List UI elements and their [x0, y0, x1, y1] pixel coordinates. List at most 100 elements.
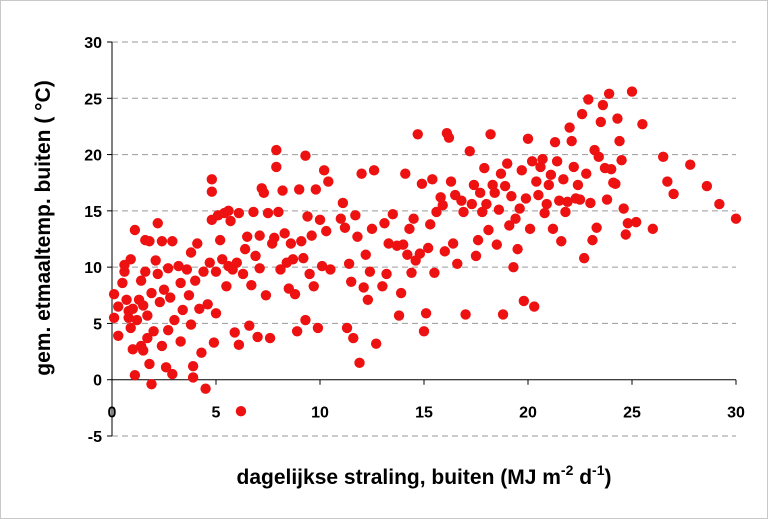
data-point: [264, 332, 276, 344]
data-point: [630, 216, 642, 228]
data-point: [491, 239, 502, 250]
data-point: [233, 339, 245, 351]
gridlines: [112, 41, 736, 437]
data-point: [341, 322, 353, 334]
data-point: [364, 266, 376, 277]
data-point: [366, 223, 378, 235]
data-point: [129, 370, 141, 381]
data-point: [308, 281, 319, 292]
data-point: [439, 246, 450, 257]
data-point: [287, 254, 299, 265]
data-point: [429, 267, 440, 278]
data-point: [323, 176, 334, 187]
data-point: [312, 322, 324, 334]
y-tick-label: 20: [84, 148, 102, 165]
data-point: [198, 266, 209, 277]
data-point: [560, 206, 571, 218]
data-point: [531, 176, 542, 187]
data-point: [566, 135, 577, 147]
data-point: [125, 322, 136, 334]
data-point: [533, 189, 544, 201]
data-point: [520, 193, 532, 204]
data-point: [298, 252, 309, 264]
data-point: [445, 176, 457, 187]
data-point: [554, 195, 565, 206]
data-point: [150, 255, 161, 266]
data-point: [325, 264, 336, 275]
data-point: [233, 207, 245, 219]
data-point: [499, 180, 511, 192]
data-point: [275, 264, 286, 275]
data-point: [152, 218, 163, 229]
x-tick-label: 10: [311, 405, 329, 422]
data-point: [144, 358, 155, 370]
data-point: [572, 179, 584, 191]
data-point: [138, 300, 149, 311]
data-point: [368, 165, 380, 176]
data-point: [185, 247, 197, 258]
data-point: [121, 294, 132, 305]
data-point: [466, 198, 478, 210]
data-point: [418, 326, 430, 337]
data-point: [431, 206, 442, 218]
data-point: [435, 192, 446, 203]
data-point: [300, 314, 311, 326]
data-point: [618, 203, 629, 214]
data-point: [612, 113, 623, 124]
data-point: [158, 284, 170, 295]
data-point: [210, 266, 222, 277]
data-point: [547, 223, 559, 235]
data-point: [414, 248, 426, 259]
data-point: [437, 200, 448, 211]
data-point: [647, 223, 658, 235]
data-point: [564, 122, 575, 133]
data-point: [148, 326, 159, 337]
data-point: [595, 116, 606, 128]
data-point: [543, 179, 554, 191]
data-point: [185, 319, 197, 330]
y-tick-label: -5: [88, 429, 102, 446]
data-point: [162, 324, 174, 336]
data-point: [714, 198, 725, 210]
data-point: [167, 236, 178, 247]
data-point: [614, 135, 625, 147]
data-point: [537, 153, 548, 165]
data-point: [289, 288, 301, 300]
data-point: [387, 209, 398, 220]
data-point: [302, 211, 313, 222]
data-point: [485, 129, 496, 140]
data-point: [508, 261, 519, 273]
data-point: [169, 314, 180, 326]
data-point: [146, 379, 157, 390]
data-point: [262, 207, 274, 219]
data-point: [310, 184, 322, 195]
data-point: [181, 264, 193, 275]
data-point: [526, 156, 538, 167]
data-point: [668, 188, 679, 200]
data-point: [350, 210, 361, 221]
data-point: [587, 234, 598, 246]
data-point: [597, 99, 609, 111]
data-point: [231, 257, 242, 268]
data-point: [416, 178, 428, 190]
data-point: [108, 288, 120, 300]
data-point: [402, 249, 413, 260]
data-point: [296, 236, 307, 247]
data-point: [477, 206, 488, 218]
data-point: [616, 155, 627, 166]
data-point: [535, 161, 546, 173]
data-point: [529, 301, 540, 312]
data-point: [210, 308, 222, 319]
data-point: [140, 266, 151, 277]
data-point: [383, 238, 394, 249]
data-point: [398, 239, 409, 250]
data-point: [271, 161, 282, 173]
data-point: [175, 336, 186, 347]
data-point: [603, 88, 615, 99]
data-point: [152, 268, 163, 280]
data-point: [524, 223, 536, 235]
x-tick-labels: 0 5 10 15 20 25 30: [108, 405, 745, 422]
data-point: [545, 169, 557, 181]
data-point: [583, 94, 594, 105]
data-point: [127, 303, 138, 314]
